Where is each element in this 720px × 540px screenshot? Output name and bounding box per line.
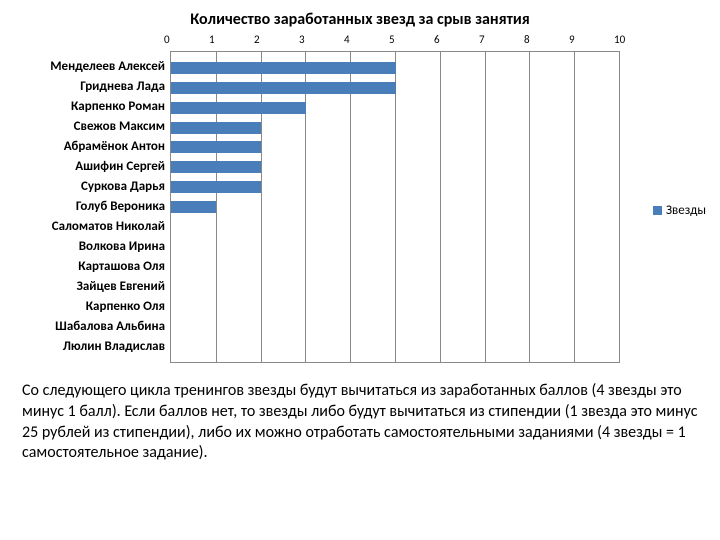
body-text: Со следующего цикла тренингов звезды буд… [0,363,720,464]
bar-row [171,102,620,114]
bar [171,181,261,193]
bar-row [171,122,620,134]
bar-row [171,141,620,153]
bar [171,122,261,134]
bar-row [171,201,620,213]
bar-row [171,340,620,352]
y-label: Менделеев Алексей [10,61,165,73]
y-label: Карпенко Оля [10,301,165,313]
legend-label: Звезды [666,203,706,218]
y-label: Шабалова Альбина [10,321,165,333]
bar-row [171,320,620,332]
y-label: Саломатов Николай [10,221,165,233]
bar [171,82,396,94]
y-label: Абрамёнок Антон [10,141,165,153]
bar-row [171,181,620,193]
y-label: Ашифин Сергей [10,161,165,173]
bar [171,161,261,173]
bar-row [171,300,620,312]
y-label: Люлин Владислав [10,341,165,353]
bar-row [171,161,620,173]
bar-row [171,221,620,233]
bars [171,52,620,362]
y-axis-labels: Менделеев Алексей Гриднева Лада Карпенко Р… [10,51,165,363]
page: Количество заработанных звезд за срыв за… [0,0,720,540]
bar-row [171,62,620,74]
legend: Звезды [653,203,706,218]
bar-row [171,82,620,94]
bar [171,141,261,153]
y-label: Гриднева Лада [10,81,165,93]
y-label: Суркова Дарья [10,181,165,193]
y-label: Свежов Максим [10,121,165,133]
legend-swatch [653,206,662,215]
plot-area [170,51,620,363]
chart-title: Количество заработанных звезд за срыв за… [0,0,720,33]
bar [171,62,396,74]
bar [171,201,216,213]
y-label: Зайцев Евгений [10,281,165,293]
bar [171,102,306,114]
y-label: Карташова Оля [10,261,165,273]
y-label: Карпенко Роман [10,101,165,113]
chart: 012345678910 Менделеев Алексей Гриднева Л… [10,33,710,363]
bar-row [171,281,620,293]
y-label: Голуб Вероника [10,201,165,213]
bar-row [171,241,620,253]
x-axis: 012345678910 [170,33,620,51]
y-label: Волкова Ирина [10,241,165,253]
bar-row [171,261,620,273]
